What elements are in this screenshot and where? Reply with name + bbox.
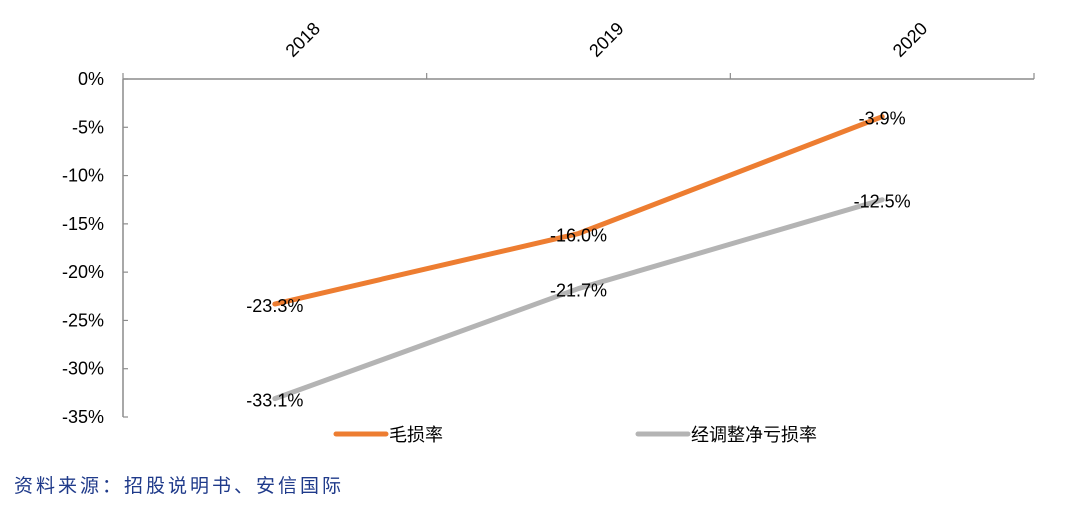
data-label: -12.5% — [854, 192, 911, 212]
data-label: -21.7% — [550, 281, 607, 301]
x-tick-label: 2020 — [889, 18, 931, 60]
y-tick-label: -5% — [72, 117, 104, 137]
data-labels: -23.3% -16.0% -3.9% -33.1% -21.7% -12.5% — [246, 109, 910, 411]
y-axis: 0% -5% -10% -15% -20% -25% -30% -35% — [62, 69, 128, 427]
y-tick-label: -15% — [62, 214, 104, 234]
y-tick-label: -35% — [62, 407, 104, 427]
x-tick-label: 2018 — [282, 18, 324, 60]
y-tick-label: -30% — [62, 359, 104, 379]
legend-label: 经调整净亏损率 — [691, 425, 817, 446]
data-label: -3.9% — [859, 109, 906, 129]
x-axis: 2018 2019 2020 — [122, 18, 1035, 80]
y-tick-label: -25% — [62, 310, 104, 330]
y-tick-label: 0% — [78, 69, 104, 89]
y-tick-label: -10% — [62, 166, 104, 186]
legend-label: 毛损率 — [389, 425, 443, 446]
legend: 毛损率 经调整净亏损率 — [333, 425, 817, 446]
series-line-1 — [272, 197, 885, 402]
series-line-0 — [272, 114, 885, 307]
x-tick-label: 2019 — [585, 18, 627, 60]
y-tick-label: -20% — [62, 262, 104, 282]
data-label: -23.3% — [246, 296, 303, 316]
data-label: -33.1% — [246, 391, 303, 411]
source-note: 资料来源：招股说明书、安信国际 — [14, 475, 345, 497]
data-label: -16.0% — [550, 226, 607, 246]
series-lines — [272, 114, 885, 402]
